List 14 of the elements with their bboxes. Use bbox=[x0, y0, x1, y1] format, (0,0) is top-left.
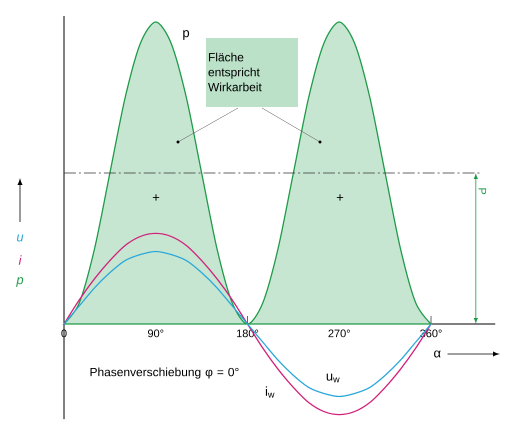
ref-line-label: P bbox=[478, 188, 486, 194]
text: i bbox=[18, 255, 22, 265]
x-axis-title: α bbox=[434, 350, 441, 358]
text: p bbox=[16, 277, 24, 287]
text: u bbox=[16, 234, 24, 242]
annotation: i$_{w}$ bbox=[266, 386, 274, 398]
annotation: + bbox=[152, 194, 160, 201]
x-tick-label: 270° bbox=[328, 330, 350, 338]
annotation: u$_{w}$ bbox=[326, 374, 340, 382]
x-tick-label: 90° bbox=[148, 330, 164, 338]
annotation: Fläche entspricht Wirkarbeit bbox=[208, 52, 262, 92]
annotation: p bbox=[183, 30, 190, 40]
annotation: Phasenverschiebung φ = 0° bbox=[90, 368, 239, 379]
annotation: + bbox=[336, 194, 344, 201]
